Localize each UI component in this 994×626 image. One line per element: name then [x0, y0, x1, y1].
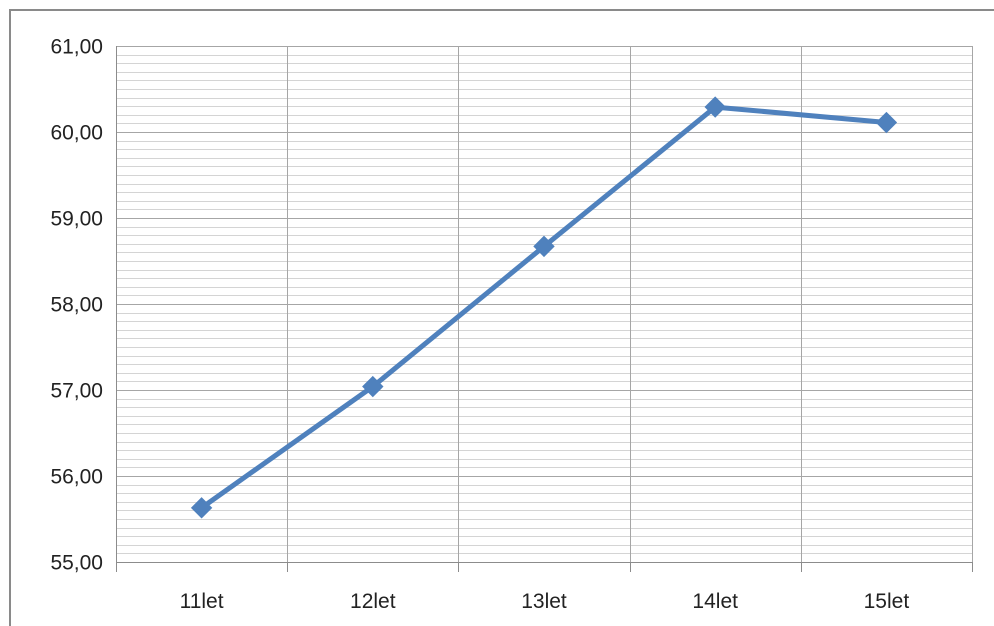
chart-frame	[9, 9, 994, 626]
data-point-marker	[533, 235, 555, 258]
x-tick-label: 15let	[864, 590, 910, 613]
data-point-marker	[190, 497, 213, 519]
y-tick-label: 55,00	[50, 552, 103, 575]
data-point-marker	[875, 111, 898, 134]
y-tick-label: 61,00	[50, 36, 103, 59]
tick-labels: 55,00 56,00 57,00 58,00 59,00 60,00 61,00 11let…	[50, 36, 909, 614]
x-tick-label: 12let	[350, 590, 396, 613]
y-tick-label: 60,00	[50, 122, 103, 145]
y-tick-label: 57,00	[50, 380, 103, 403]
x-tick-label: 14let	[692, 590, 738, 613]
axes	[116, 46, 973, 572]
x-tick-label: 11let	[180, 590, 224, 613]
data-point-marker	[704, 96, 726, 118]
y-tick-label: 59,00	[50, 208, 103, 231]
y-tick-label: 58,00	[50, 294, 103, 317]
series-line	[199, 104, 889, 511]
minor-gridlines	[116, 55, 972, 554]
x-tick-label: 13let	[521, 590, 567, 613]
major-gridlines	[116, 46, 973, 562]
y-tick-label: 56,00	[50, 466, 103, 489]
data-point-marker	[362, 375, 384, 398]
data-series	[190, 96, 898, 519]
